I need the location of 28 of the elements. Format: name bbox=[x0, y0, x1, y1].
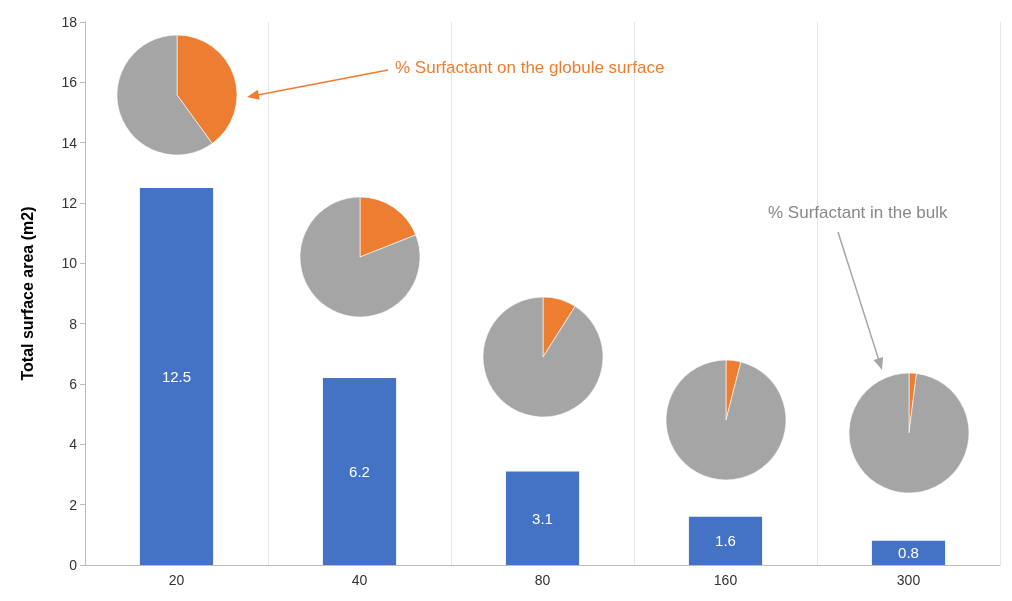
x-tick-label: 300 bbox=[896, 572, 921, 588]
y-tick-label: 2 bbox=[69, 496, 78, 513]
data-label: 6.2 bbox=[349, 462, 370, 480]
bar bbox=[322, 377, 397, 565]
y-tick-label: 8 bbox=[69, 315, 78, 332]
x-tick-label: 20 bbox=[168, 572, 185, 588]
annotation: % Surfactant on the globule surface bbox=[395, 58, 665, 78]
x-tick-label: 160 bbox=[713, 572, 738, 588]
y-tick-label: 0 bbox=[69, 557, 78, 573]
y-tick-label: 4 bbox=[69, 436, 78, 453]
bar bbox=[139, 187, 214, 565]
data-label: 1.6 bbox=[715, 532, 736, 550]
y-tick-label: 12 bbox=[61, 195, 78, 211]
y-tick-label: 18 bbox=[61, 14, 78, 30]
y-tick-label: 14 bbox=[61, 134, 78, 151]
y-axis-title: Total surface area (m2) bbox=[18, 206, 36, 381]
x-tick-label: 40 bbox=[351, 572, 368, 588]
data-label: 0.8 bbox=[898, 544, 919, 562]
y-tick-label: 10 bbox=[61, 255, 78, 272]
bar bbox=[871, 540, 946, 565]
annotation: % Surfactant in the bulk bbox=[768, 203, 948, 223]
y-tick-label: 16 bbox=[61, 74, 78, 91]
y-tick-label: 6 bbox=[69, 376, 78, 392]
data-label: 12.5 bbox=[161, 367, 192, 385]
x-tick-label: 80 bbox=[534, 572, 551, 588]
bar bbox=[688, 516, 763, 565]
bar bbox=[505, 471, 580, 565]
data-label: 3.1 bbox=[532, 509, 553, 527]
